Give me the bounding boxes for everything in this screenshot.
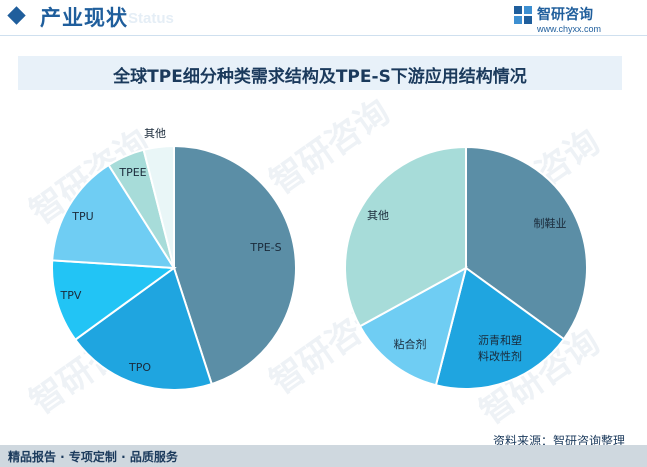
slice-label: 其他 bbox=[367, 209, 389, 222]
section-title: 产业现状 bbox=[40, 6, 128, 30]
slice-label: TPO bbox=[128, 361, 151, 374]
footer-text: 精品报告 · 专项定制 · 品质服务 bbox=[8, 450, 178, 464]
pie-slice bbox=[73, 266, 213, 391]
chart-title: 全球TPE细分种类需求结构及TPE-S下游应用结构情况 bbox=[113, 67, 527, 87]
pie-slice bbox=[142, 144, 175, 269]
source-note: 资料来源：智研咨询整理 bbox=[492, 434, 625, 448]
pie-slice bbox=[51, 259, 177, 342]
brand-url: www.chyxx.com bbox=[537, 24, 602, 34]
slice-label: 制鞋业 bbox=[534, 216, 567, 230]
brand-logo-icon bbox=[514, 6, 532, 24]
footer-bar: 精品报告 · 专项定制 · 品质服务 bbox=[0, 445, 647, 467]
pie-slice bbox=[344, 145, 467, 328]
slice-label: 料改性剂 bbox=[478, 349, 522, 363]
slice-label: TPV bbox=[60, 289, 82, 302]
slice-label: 粘合剂 bbox=[394, 337, 427, 351]
brand-name: 智研咨询 bbox=[537, 7, 593, 23]
header: Status 产业现状 智研咨询 www.chyxx.com bbox=[0, 0, 647, 38]
pie-slice bbox=[465, 145, 588, 341]
chart-title-box: 全球TPE细分种类需求结构及TPE-S下游应用结构情况 bbox=[18, 56, 622, 90]
section-title-en: Status bbox=[128, 10, 174, 27]
slice-label: TPEE bbox=[118, 166, 146, 179]
slice-label: TPU bbox=[71, 210, 93, 223]
pie-slice bbox=[51, 163, 176, 270]
pie-slice bbox=[434, 266, 566, 390]
slice-label: 其他 bbox=[144, 127, 166, 140]
pie-slice bbox=[173, 144, 297, 386]
brand: 智研咨询 www.chyxx.com bbox=[513, 3, 633, 37]
header-divider bbox=[0, 35, 647, 36]
slice-label: 沥青和塑 bbox=[478, 333, 522, 347]
pie-slice bbox=[358, 266, 468, 387]
slice-label: TPE-S bbox=[249, 241, 281, 254]
